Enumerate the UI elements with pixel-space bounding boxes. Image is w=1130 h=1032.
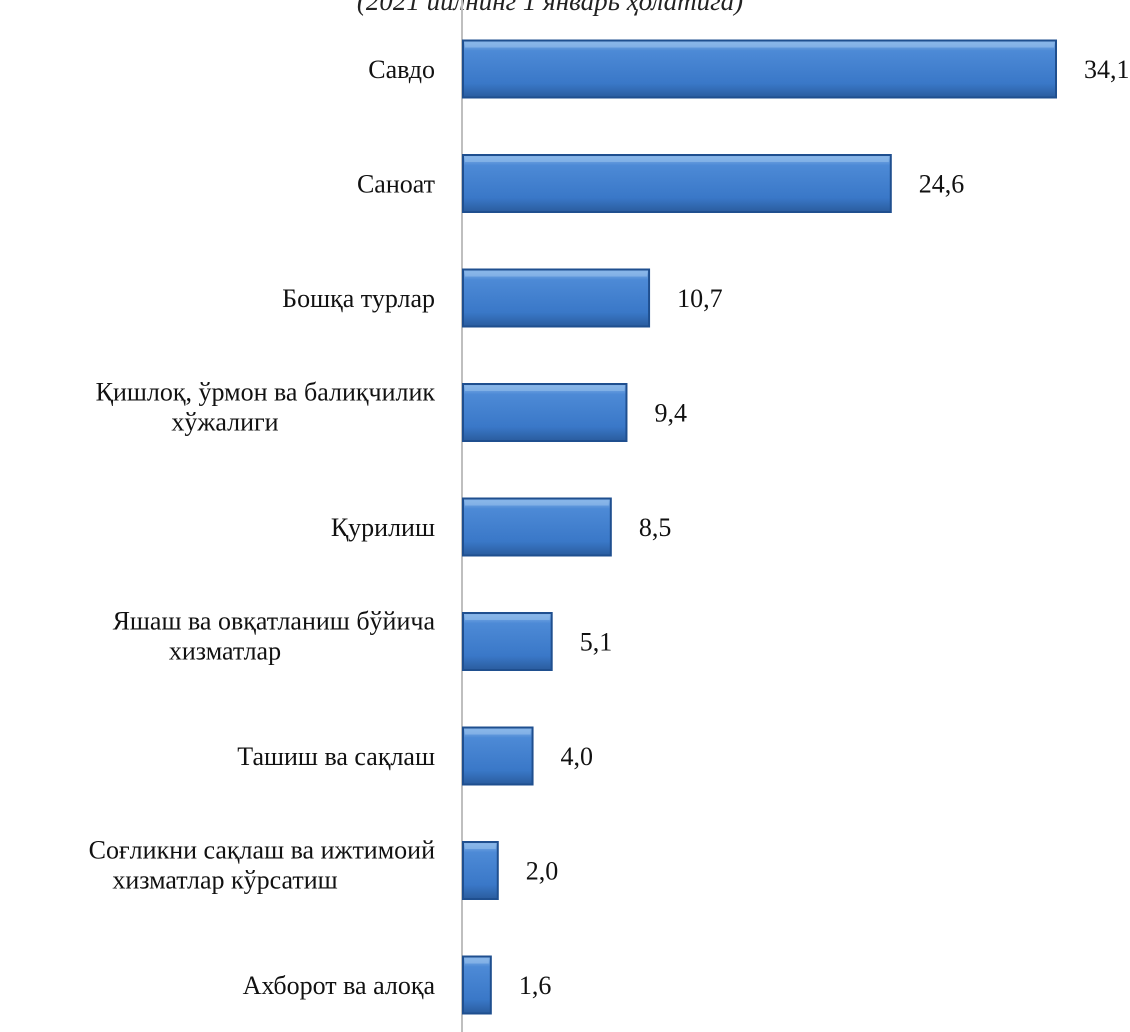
- bar-highlight-4: [465, 500, 609, 506]
- value-label-7: 2,0: [526, 857, 559, 886]
- value-label-1: 24,6: [919, 170, 965, 199]
- category-label-7: Соғликни сақлаш ва ижтимоий хизматлар кўр…: [89, 836, 435, 895]
- category-label-line-5-0: Яшаш ва овқатланиш бўйича: [113, 607, 436, 636]
- value-label-2: 10,7: [677, 284, 723, 313]
- bar-3: [462, 383, 628, 442]
- category-label-line-8-0: Ахборот ва алоқа: [243, 971, 436, 1000]
- value-label-4: 8,5: [639, 513, 672, 542]
- category-label-line-3-1: хўжалиги: [171, 408, 278, 437]
- bar-highlight-2: [465, 271, 648, 277]
- category-label-line-3-0: Қишлоқ, ўрмон ва балиқчилик: [96, 378, 436, 407]
- bar-highlight-6: [465, 729, 531, 735]
- category-label-0: Савдо: [368, 55, 435, 84]
- category-label-2: Бошқа турлар: [282, 284, 435, 313]
- bar-4: [462, 497, 612, 557]
- bar-7: [462, 841, 499, 900]
- bar-highlight-8: [465, 958, 489, 964]
- category-label-8: Ахборот ва алоқа: [243, 971, 436, 1000]
- category-label-line-7-1: хизматлар кўрсатиш: [112, 866, 337, 895]
- category-label-5: Яшаш ва овқатланиш бўйича хизматлар: [113, 607, 436, 666]
- category-label-3: Қишлоқ, ўрмон ва балиқчилик хўжалиги: [96, 378, 436, 437]
- category-label-4: Қурилиш: [331, 513, 435, 542]
- category-label-line-4-0: Қурилиш: [331, 513, 435, 542]
- bar-2: [462, 268, 651, 328]
- value-label-8: 1,6: [519, 971, 552, 1000]
- bar-5: [462, 612, 553, 671]
- bar-8: [462, 955, 492, 1015]
- category-label-line-1-0: Саноат: [357, 170, 435, 199]
- bar-0: [462, 39, 1057, 99]
- category-label-line-7-0: Соғликни сақлаш ва ижтимоий: [89, 836, 435, 865]
- category-label-line-6-0: Ташиш ва сақлаш: [237, 742, 435, 771]
- chart-subtitle: (2021 йилнинг 1 январь ҳолатига): [357, 0, 743, 16]
- bar-highlight-5: [465, 615, 550, 620]
- bar-highlight-0: [465, 42, 1054, 48]
- category-label-line-0-0: Савдо: [368, 55, 435, 84]
- value-label-3: 9,4: [654, 399, 687, 428]
- category-label-6: Ташиш ва сақлаш: [237, 742, 435, 771]
- value-label-6: 4,0: [561, 742, 594, 771]
- category-label-1: Саноат: [357, 170, 435, 199]
- bar-highlight-7: [465, 844, 496, 849]
- bar-6: [462, 726, 534, 786]
- value-label-0: 34,1: [1084, 55, 1130, 84]
- value-label-5: 5,1: [580, 628, 613, 657]
- category-label-line-5-1: хизматлар: [169, 637, 281, 666]
- bar-1: [462, 154, 892, 213]
- bar-highlight-1: [465, 157, 889, 162]
- category-label-line-2-0: Бошқа турлар: [282, 284, 435, 313]
- bar-highlight-3: [465, 386, 625, 391]
